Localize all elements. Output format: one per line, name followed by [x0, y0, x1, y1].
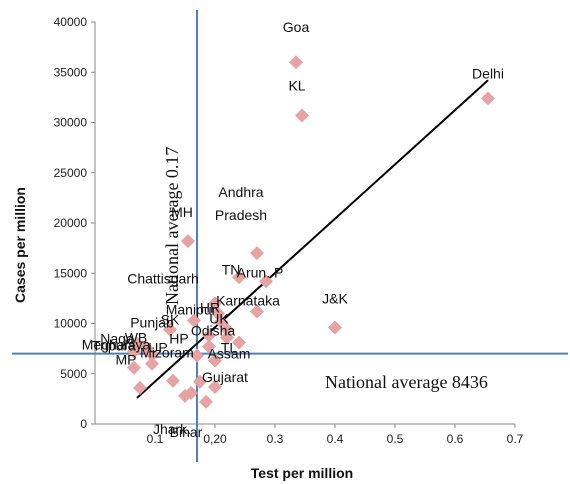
data-point [250, 246, 264, 261]
data-label: MP [116, 352, 137, 368]
data-label: TN [222, 261, 241, 277]
y-tick-label: 40000 [54, 15, 88, 29]
data-point [481, 91, 495, 106]
data-point [202, 339, 216, 354]
vertical-average-label: National average 0.17 [162, 147, 182, 305]
data-label: KL [288, 77, 305, 93]
data-point [289, 55, 303, 70]
data-label: Arun. P [237, 264, 284, 280]
x-tick-label: 0.4 [327, 432, 344, 446]
data-point [259, 274, 273, 289]
data-label: TL [221, 340, 238, 356]
data-point [163, 322, 177, 337]
y-tick-label: 10000 [54, 317, 88, 331]
y-tick-label: 15000 [54, 266, 88, 280]
data-label: Andhra [218, 184, 263, 200]
trendline [136, 79, 489, 399]
data-point [295, 108, 309, 123]
data-label: UK [209, 311, 229, 327]
data-point [133, 380, 147, 395]
data-point [232, 270, 246, 285]
data-point [127, 344, 141, 359]
x-tick-label: 0.7 [507, 432, 524, 446]
data-point [184, 385, 198, 400]
x-tick-label: 0.6 [447, 432, 464, 446]
data-point [214, 314, 228, 329]
data-label: Assam [208, 346, 251, 362]
data-label: Mizoram [140, 345, 194, 361]
data-label: Manipur [166, 301, 217, 317]
x-axis-title: Test per million [251, 465, 353, 481]
data-point [145, 356, 159, 371]
data-label: Punjab [130, 315, 174, 331]
x-tick-label: 0.3 [267, 432, 284, 446]
data-point [250, 304, 264, 319]
data-label: Gujarat [202, 369, 248, 385]
data-label: Karnataka [216, 292, 280, 308]
data-labels: Goa Delhi KL MH Andhra Pradesh Karnataka TNArun… [82, 19, 504, 440]
data-point [193, 374, 207, 389]
data-point [199, 394, 213, 409]
data-label: Chattisgarh [127, 270, 199, 286]
data-label: HR [200, 299, 220, 315]
data-label: Meghalaya [82, 337, 151, 353]
data-label: Naga [100, 331, 134, 347]
y-tick-label: 35000 [54, 65, 88, 79]
data-point [166, 373, 180, 388]
trendline-group [136, 79, 489, 399]
axes: 0 5000 10000 15000 20000 25000 30000 35000 40000… [54, 15, 524, 446]
data-label: WB [125, 330, 148, 346]
data-point [187, 313, 201, 328]
y-tick-label: 25000 [54, 166, 88, 180]
x-tick-label: 0.5 [387, 432, 404, 446]
data-point [145, 347, 159, 362]
data-points [127, 55, 495, 409]
y-axis-title: Cases per million [12, 187, 28, 303]
y-tick-label: 0 [80, 417, 87, 431]
data-label: MH [171, 204, 193, 220]
horizontal-average-label: National average 8436 [325, 372, 488, 392]
data-label: J&K [322, 291, 348, 307]
data-point [328, 320, 342, 335]
data-point [127, 360, 141, 375]
data-point [181, 234, 195, 249]
data-point [190, 348, 204, 363]
data-label: SK [161, 311, 180, 327]
y-tick-label: 30000 [54, 116, 88, 130]
data-label: Pradesh [215, 207, 267, 223]
data-label: Delhi [472, 65, 504, 81]
data-point [232, 335, 246, 350]
reference-lines [12, 10, 568, 462]
data-label: Jhark. [153, 421, 191, 437]
data-label: Bihar [170, 424, 203, 440]
x-tick-label: 0.1 [147, 432, 164, 446]
data-point [208, 353, 222, 368]
data-label: HP [169, 331, 188, 347]
data-point [220, 330, 234, 345]
data-point [208, 379, 222, 394]
y-tick-label: 20000 [54, 216, 88, 230]
data-point [220, 322, 234, 337]
data-label: Odisha [191, 323, 236, 339]
data-label: Goa [283, 19, 310, 35]
data-point [208, 296, 222, 311]
x-tick-label: 0,20 [203, 432, 227, 446]
data-label: Tripura [92, 338, 136, 354]
data-point [202, 328, 216, 343]
data-label: UP [148, 340, 167, 356]
y-tick-label: 5000 [60, 367, 87, 381]
